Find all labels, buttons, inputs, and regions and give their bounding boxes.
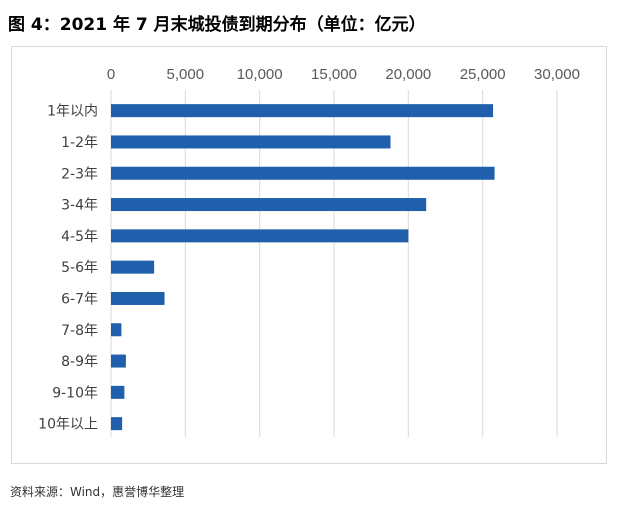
y-axis-categories: 1年以内 1-2年 2-3年 3-4年 4-5年 5-6年 6-7年 7-8年 8-9年 9-10… (38, 104, 98, 433)
category-label: 1-2年 (61, 135, 98, 151)
category-label: 5-6年 (61, 260, 98, 276)
x-tick-label: 30,000 (534, 66, 580, 83)
x-tick-label: 25,000 (460, 66, 506, 83)
bar (111, 354, 126, 368)
x-tick-label: 5,000 (167, 66, 205, 83)
bars (111, 104, 495, 431)
bar-chart: 0 5,000 10,000 15,000 20,000 25,000 30,000 1年以… (38, 66, 580, 437)
bar (111, 291, 165, 305)
category-label: 10年以上 (38, 417, 98, 433)
bar (111, 229, 409, 243)
category-label: 4-5年 (61, 229, 98, 245)
bar (111, 385, 125, 399)
source-note: 资料来源：Wind，惠誉博华整理 (10, 485, 185, 499)
bar (111, 323, 122, 337)
bar (111, 198, 427, 212)
x-tick-label: 20,000 (385, 66, 431, 83)
x-tick-label: 0 (107, 66, 115, 83)
category-label: 6-7年 (61, 291, 98, 307)
category-label: 8-9年 (61, 354, 98, 370)
bar (111, 104, 494, 118)
x-tick-label: 15,000 (311, 66, 357, 83)
category-label: 3-4年 (61, 198, 98, 214)
x-tick-label: 10,000 (237, 66, 283, 83)
bar (111, 135, 391, 149)
bar (111, 166, 495, 180)
category-label: 9-10年 (52, 385, 98, 401)
category-label: 1年以内 (47, 104, 98, 120)
x-axis-ticks: 0 5,000 10,000 15,000 20,000 25,000 30,000 (107, 66, 580, 83)
figure-title: 图 4：2021 年 7 月末城投债到期分布（单位：亿元） (8, 15, 426, 35)
category-label: 2-3年 (61, 166, 98, 182)
bar (111, 417, 123, 431)
chart-frame: 0 5,000 10,000 15,000 20,000 25,000 30,000 1年以… (11, 46, 607, 464)
category-label: 7-8年 (61, 323, 98, 339)
bar (111, 260, 155, 274)
